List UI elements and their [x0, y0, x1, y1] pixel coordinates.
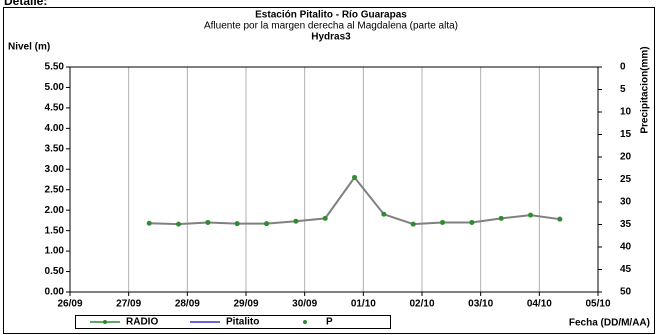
legend-marker: [303, 320, 307, 324]
y-tick-label: 5.00: [45, 82, 65, 93]
y-tick-label: 3.50: [45, 143, 65, 154]
x-tick-label: 01/10: [351, 299, 376, 310]
y-tick-label: 0.00: [45, 287, 65, 298]
chart-subtitle: Afluente por la margen derecha al Magdal…: [204, 21, 458, 32]
point: [176, 221, 182, 227]
y2-tick-label: 35: [620, 219, 632, 230]
plot-area: [69, 66, 599, 293]
x-tick-label: 29/09: [233, 299, 258, 310]
point: [322, 215, 328, 221]
y-tick-label: 4.00: [45, 123, 65, 134]
y-tick-label: 4.50: [45, 103, 65, 114]
point: [352, 174, 358, 180]
point: [264, 221, 270, 227]
legend-box: [75, 315, 391, 329]
y2-tick-label: 45: [620, 264, 632, 275]
y-tick-label: 1.00: [45, 246, 65, 257]
x-tick-label: 28/09: [175, 299, 200, 310]
x-tick-label: 05/10: [585, 299, 610, 310]
line: [149, 175, 561, 226]
y2-tick-label: 20: [620, 152, 632, 163]
legend-label: Pitalito: [226, 317, 259, 328]
y-tick-label: 3.00: [45, 164, 65, 175]
y-axis-label: Nivel (m): [8, 42, 50, 53]
y2-tick-label: 25: [620, 174, 632, 185]
x-tick-label: 27/09: [116, 299, 141, 310]
legend-label: RADIO: [126, 317, 158, 328]
x-axis-label: Fecha (DD/M/AA): [569, 318, 650, 329]
header: Detalle:: [4, 0, 47, 8]
chart-frame: [3, 7, 655, 334]
y2-tick-label: 0: [620, 62, 626, 73]
y2-axis-label: Precipitacion(mm): [640, 46, 651, 133]
point: [469, 219, 475, 225]
point: [498, 215, 504, 221]
x-tick-label: 02/10: [409, 299, 434, 310]
y-tick-label: 5.50: [45, 62, 65, 73]
x-tick-label: 26/09: [57, 299, 82, 310]
legend-marker: [103, 320, 107, 324]
point: [146, 220, 152, 226]
y2-tick-label: 40: [620, 242, 632, 253]
y2-tick-label: 30: [620, 197, 632, 208]
y-tick-label: 2.50: [45, 184, 65, 195]
y2-tick-label: 5: [620, 84, 626, 95]
point: [528, 212, 534, 218]
point: [234, 221, 240, 227]
point: [293, 218, 299, 224]
x-tick-label: 04/10: [527, 299, 552, 310]
y-tick-label: 1.50: [45, 225, 65, 236]
point: [381, 211, 387, 217]
y-tick-label: 0.50: [45, 266, 65, 277]
point: [205, 219, 211, 225]
y2-tick-label: 10: [620, 107, 632, 118]
y2-tick-label: 15: [620, 129, 632, 140]
chart-subtitle: Hydras3: [311, 32, 351, 43]
x-tick-label: 03/10: [468, 299, 493, 310]
y2-tick-label: 50: [620, 287, 632, 298]
point: [410, 221, 416, 227]
point: [557, 216, 563, 222]
chart-title: Estación Pitalito - Río Guarapas: [255, 10, 407, 21]
legend-label: P: [326, 317, 333, 328]
x-tick-label: 30/09: [292, 299, 317, 310]
y-tick-label: 2.00: [45, 205, 65, 216]
point: [440, 219, 446, 225]
